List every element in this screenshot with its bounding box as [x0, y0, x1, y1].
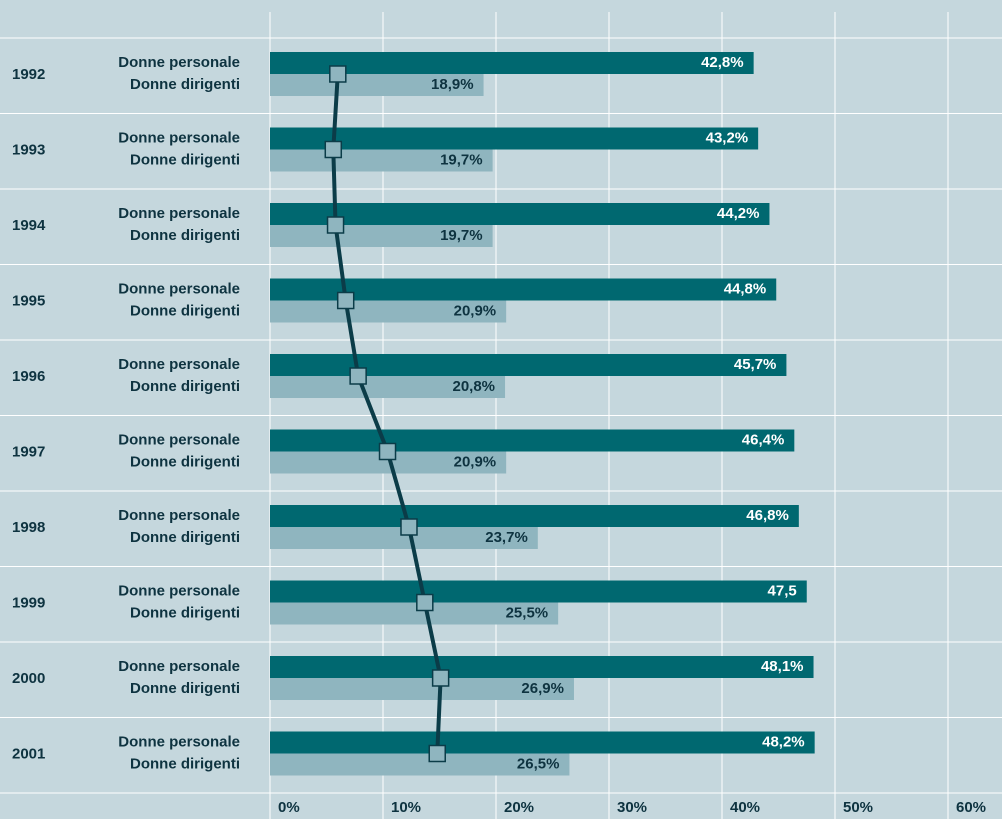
series-label: Donne dirigenti	[130, 604, 240, 621]
series-label: Donne dirigenti	[130, 227, 240, 244]
value-label: 43,2%	[706, 129, 749, 146]
series-label: Donne personale	[118, 658, 240, 675]
line-marker	[329, 65, 347, 83]
series-label: Donne dirigenti	[130, 755, 240, 772]
line-marker	[400, 518, 418, 536]
category-label: 1995	[12, 292, 45, 309]
category-label: 1994	[12, 217, 46, 234]
line-marker	[336, 291, 355, 310]
series-label: Donne personale	[118, 54, 240, 71]
series-label: Donne personale	[118, 431, 240, 448]
x-tick-label: 30%	[617, 799, 647, 816]
series-label: Donne personale	[118, 582, 240, 599]
series-label: Donne dirigenti	[130, 529, 240, 546]
line-marker	[378, 442, 397, 461]
category-label: 1997	[12, 443, 45, 460]
value-label: 19,7%	[440, 151, 483, 168]
value-label: 26,9%	[521, 680, 564, 697]
value-label: 46,8%	[746, 507, 789, 524]
x-tick-label: 50%	[843, 799, 873, 816]
value-label: 26,5%	[517, 755, 560, 772]
bar	[270, 731, 815, 754]
bar	[270, 278, 777, 301]
series-label: Donne personale	[118, 733, 240, 750]
bar	[270, 678, 574, 700]
x-tick-label: 60%	[956, 799, 986, 816]
value-label: 42,8%	[701, 54, 744, 71]
series-label: Donne personale	[118, 205, 240, 222]
bar	[270, 376, 506, 398]
series-label: Donne personale	[118, 129, 240, 146]
bar	[270, 505, 799, 527]
x-tick-label: 0%	[278, 799, 300, 816]
series-label: Donne personale	[118, 356, 240, 373]
category-label: 2001	[12, 745, 45, 762]
value-label: 23,7%	[485, 529, 528, 546]
x-tick-label: 10%	[391, 799, 421, 816]
value-label: 20,9%	[454, 453, 497, 470]
category-label: 1999	[12, 594, 45, 611]
series-label: Donne dirigenti	[130, 453, 240, 470]
bar	[270, 656, 814, 678]
value-label: 20,9%	[454, 302, 497, 319]
bar	[270, 451, 507, 474]
value-label: 18,9%	[431, 76, 474, 93]
bar	[270, 52, 754, 74]
value-label: 20,8%	[452, 378, 495, 395]
bar	[270, 429, 795, 452]
value-label: 48,1%	[761, 658, 804, 675]
category-label: 1993	[12, 141, 45, 158]
category-label: 2000	[12, 670, 45, 687]
value-label: 45,7%	[734, 356, 777, 373]
bar	[270, 602, 559, 625]
series-label: Donne dirigenti	[130, 302, 240, 319]
bar	[270, 580, 807, 603]
line	[331, 73, 443, 754]
value-label: 44,2%	[717, 205, 760, 222]
bar	[270, 127, 759, 150]
series-label: Donne personale	[118, 507, 240, 524]
value-label: 46,4%	[742, 431, 785, 448]
line-marker	[416, 593, 434, 612]
bar	[270, 753, 570, 776]
category-label: 1992	[12, 66, 45, 83]
series-label: Donne dirigenti	[130, 76, 240, 93]
value-label: 19,7%	[440, 227, 483, 244]
series-label: Donne dirigenti	[130, 151, 240, 168]
x-tick-label: 40%	[730, 799, 760, 816]
value-label: 47,5	[768, 582, 797, 599]
x-tick-label: 20%	[504, 799, 534, 816]
line-marker	[326, 216, 345, 234]
line-marker	[324, 140, 343, 159]
bar	[270, 74, 484, 96]
bar	[270, 354, 787, 376]
series-label: Donne dirigenti	[130, 378, 240, 395]
bar	[270, 300, 507, 323]
bar	[270, 527, 538, 549]
bar	[270, 203, 770, 225]
series-label: Donne dirigenti	[130, 680, 240, 697]
line-marker	[431, 669, 450, 687]
value-label: 25,5%	[506, 604, 549, 621]
series-label: Donne personale	[118, 280, 240, 297]
line-marker	[349, 367, 367, 385]
bar	[270, 225, 493, 247]
value-label: 48,2%	[762, 733, 805, 750]
category-label: 1998	[12, 519, 45, 536]
category-label: 1996	[12, 368, 45, 385]
line-marker	[428, 744, 446, 763]
value-label: 44,8%	[724, 280, 767, 297]
